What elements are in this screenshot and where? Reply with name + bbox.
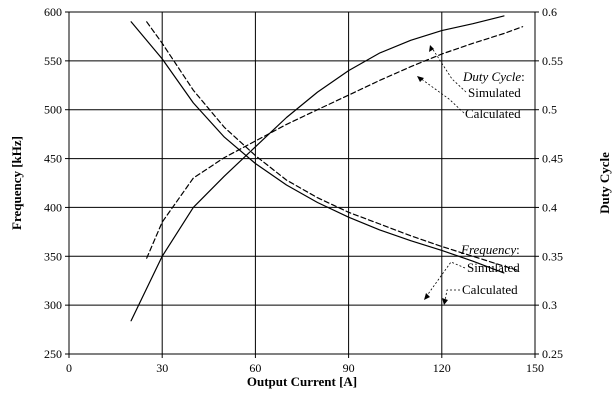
y-right-tick-label: 0.35: [542, 249, 563, 263]
duty-cycle-simulated-line: [130, 15, 505, 322]
y-left-tick-label: 300: [44, 298, 62, 312]
duty-cycle-simulated-arrowhead: [429, 45, 434, 52]
frequency-simulated-arrowhead: [424, 293, 430, 300]
y-left-tick-label: 250: [44, 347, 62, 361]
y-right-tick-label: 0.3: [542, 298, 557, 312]
duty-cycle-calculated-line: [146, 26, 524, 259]
duty-cycle-calculated-label: Calculated: [465, 106, 521, 121]
plot-frame: [68, 11, 536, 355]
x-tick-label: 0: [66, 361, 72, 375]
series-lines: [130, 15, 524, 322]
y-right-axis-title: Duty Cycle: [597, 152, 612, 214]
y-left-tick-label: 400: [44, 200, 62, 214]
y-left-tick-label: 600: [44, 5, 62, 19]
x-tick-label: 150: [526, 361, 544, 375]
frequency-annotation: Frequency: Simulated Calculated: [424, 242, 520, 305]
y-left-tick-label: 550: [44, 54, 62, 68]
ticks: 0 30 60 90 120 150 250 300 350 400 450 500 550 600 0.2…: [44, 5, 563, 375]
duty-cycle-calculated-arrowhead: [417, 76, 424, 82]
duty-cycle-simulated-leader: [431, 47, 467, 93]
y-left-axis-title: Frequency [kHz]: [9, 136, 24, 230]
y-right-tick-label: 0.5: [542, 103, 557, 117]
duty-cycle-colon: :: [521, 69, 525, 84]
duty-cycle-simulated-label: Simulated: [468, 85, 521, 100]
x-tick-label: 90: [343, 361, 355, 375]
frequency-simulated-label: Simulated: [467, 260, 520, 275]
frequency-label-group: Frequency:: [460, 242, 520, 257]
duty-cycle-label-group: Duty Cycle:: [462, 69, 525, 84]
grid: [69, 12, 535, 354]
y-left-tick-label: 450: [44, 152, 62, 166]
x-tick-label: 120: [433, 361, 451, 375]
y-left-tick-label: 500: [44, 103, 62, 117]
frequency-label: Frequency: [460, 242, 516, 257]
y-right-tick-label: 0.4: [542, 200, 557, 214]
frequency-calculated-label: Calculated: [462, 282, 518, 297]
y-right-tick-label: 0.6: [542, 5, 557, 19]
duty-cycle-label: Duty Cycle: [462, 69, 521, 84]
x-tick-label: 60: [249, 361, 261, 375]
y-right-tick-label: 0.55: [542, 54, 563, 68]
frequency-simulated-line: [130, 21, 505, 274]
y-left-tick-label: 350: [44, 249, 62, 263]
frequency-calculated-leader: [444, 289, 460, 302]
y-right-tick-label: 0.25: [542, 347, 563, 361]
duty-cycle-calculated-leader: [419, 77, 465, 114]
y-right-tick-label: 0.45: [542, 152, 563, 166]
frequency-colon: :: [516, 242, 520, 257]
frequency-simulated-leader: [425, 261, 466, 298]
x-axis-title: Output Current [A]: [247, 374, 357, 389]
x-tick-label: 30: [156, 361, 168, 375]
duty-cycle-annotation: Duty Cycle: Simulated Calculated: [417, 45, 525, 121]
frequency-calculated-arrowhead: [442, 298, 448, 305]
frequency-calculated-line: [146, 21, 521, 272]
